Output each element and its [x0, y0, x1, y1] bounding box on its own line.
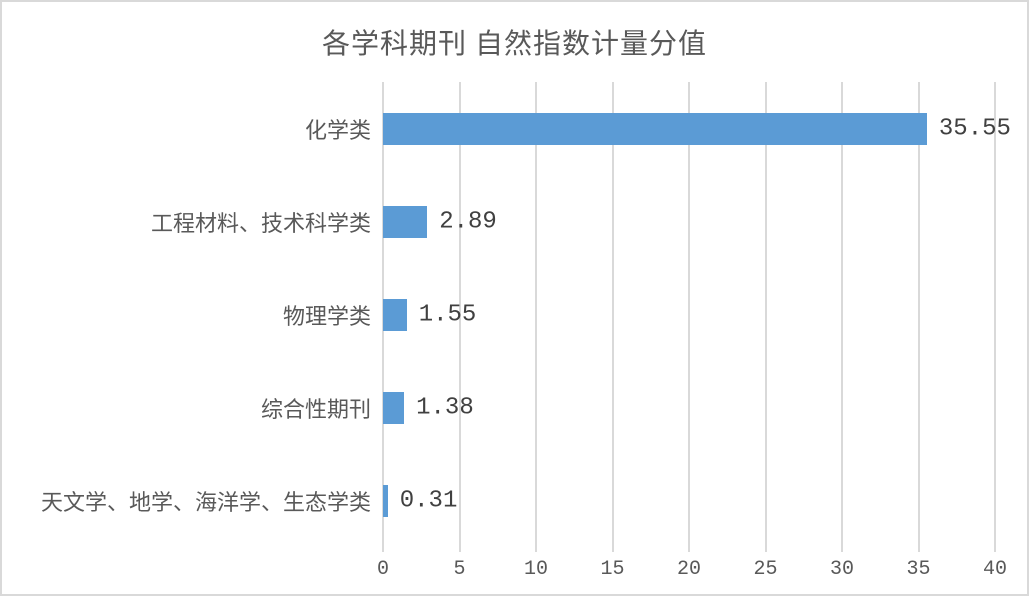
bar-4: [383, 391, 405, 424]
category-label: 工程材料、技术科学类: [150, 210, 371, 236]
category-label: 综合性期刊: [260, 396, 371, 422]
value-label: 1.38: [416, 394, 474, 421]
gridline: [994, 82, 996, 552]
gridline: [535, 82, 537, 552]
gridline: [841, 82, 843, 552]
x-tick-label: 5: [453, 558, 466, 581]
chart-title: 各学科期刊 自然指数计量分值: [321, 29, 707, 60]
gridline: [764, 82, 767, 552]
bar-3: [383, 298, 407, 331]
value-label: 2.89: [439, 208, 497, 235]
x-tick-label: 40: [982, 558, 1008, 581]
bar-2: [383, 205, 428, 238]
value-label: 1.55: [418, 301, 477, 328]
value-label: 35.55: [938, 115, 1011, 142]
bar-1: [383, 112, 927, 145]
x-tick-label: 25: [753, 558, 778, 581]
x-tick-label: 0: [376, 558, 390, 581]
value-axis: 0 5 10 15 20 25 30 35 40: [377, 558, 1007, 584]
x-tick-label: 20: [676, 558, 702, 581]
category-axis: 化学类工程材料、技术科学类物理学类综合性期刊天文学、地学、海洋学、生态学类: [2, 82, 371, 547]
x-tick-label: 35: [906, 558, 931, 581]
category-label: 天文学、地学、海洋学、生态学类: [40, 489, 371, 515]
gridline: [458, 82, 461, 552]
gridline: [688, 82, 690, 552]
x-tick-label: 30: [829, 558, 855, 581]
gridline: [611, 82, 614, 552]
category-label: 化学类: [304, 117, 371, 143]
plot-area: 35.55 2.89 1.55 1.38 0.31: [382, 82, 1011, 552]
x-tick-label: 15: [600, 558, 625, 581]
gridline: [917, 82, 920, 552]
category-label: 物理学类: [282, 303, 371, 329]
value-label: 0.31: [399, 487, 458, 514]
x-tick-label: 10: [523, 558, 549, 581]
bar-5: [383, 484, 388, 517]
